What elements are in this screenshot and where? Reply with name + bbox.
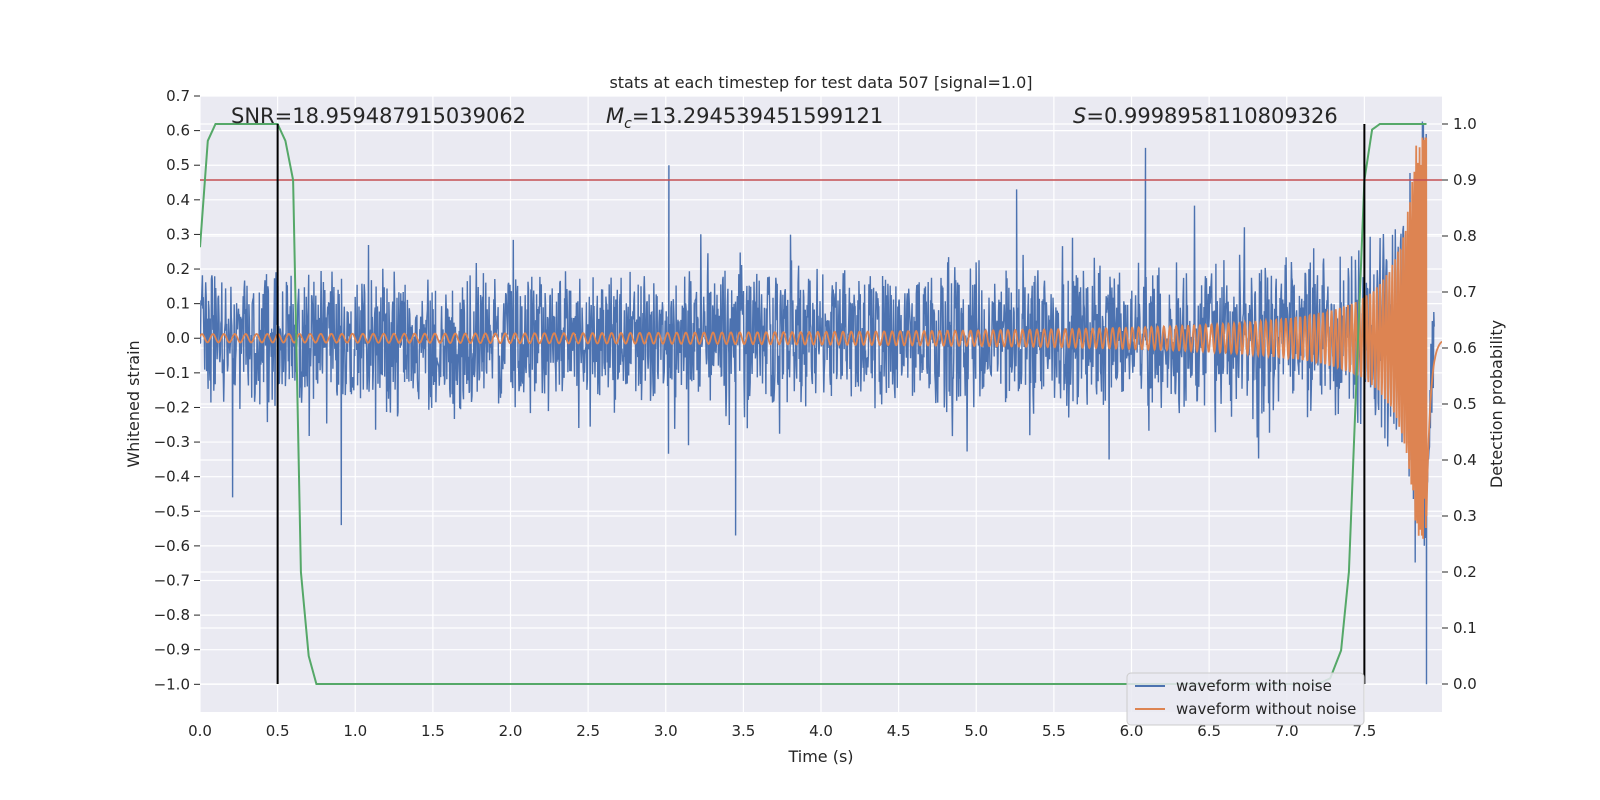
y2-tick-label: 0.7	[1453, 283, 1477, 301]
y2-tick-label: 0.2	[1453, 563, 1477, 581]
y2-tick-label: 0.3	[1453, 507, 1477, 525]
y-tick-label: 0.2	[166, 260, 190, 278]
legend: waveform with noise waveform without noi…	[1126, 672, 1365, 726]
y-tick-label: 0.7	[166, 87, 190, 105]
y2-tick-label: 0.5	[1453, 395, 1477, 413]
y2-tick-label: 0.6	[1453, 339, 1477, 357]
y-axis-label: Whitened strain	[124, 340, 143, 467]
chart-title: stats at each timestep for test data 507…	[609, 73, 1032, 92]
y-tick-label: 0.5	[166, 156, 190, 174]
y-tick-label: −1.0	[154, 675, 190, 693]
y-tick-label: −0.6	[154, 537, 190, 555]
x-tick-label: 3.0	[654, 722, 678, 740]
series-waveform-with-noise	[200, 121, 1435, 685]
y-tick-label: −0.3	[154, 433, 190, 451]
y-tick-label: −0.8	[154, 606, 190, 624]
x-tick-label: 7.5	[1352, 722, 1376, 740]
x-tick-label: 2.5	[576, 722, 600, 740]
annotation-score: S=0.9998958110809326	[1073, 104, 1338, 128]
y-tick-label: 0.3	[166, 225, 190, 243]
x-tick-label: 1.5	[421, 722, 445, 740]
y-tick-label: −0.9	[154, 641, 190, 659]
y-tick-label: 0.4	[166, 191, 190, 209]
x-tick-label: 5.5	[1042, 722, 1066, 740]
x-tick-label: 3.5	[731, 722, 755, 740]
x-tick-label: 7.0	[1275, 722, 1299, 740]
legend-label-clean: waveform without noise	[1176, 700, 1356, 718]
plot-area	[200, 121, 1442, 685]
annotation-chirp-mass: Mc=13.294539451599121	[606, 104, 883, 132]
y2-tick-label: 1.0	[1453, 115, 1477, 133]
x-tick-label: 4.5	[887, 722, 911, 740]
x-tick-label: 2.0	[499, 722, 523, 740]
x-tick-label: 6.0	[1120, 722, 1144, 740]
x-tick-label: 0.5	[266, 722, 290, 740]
series-waveform-without-noise	[200, 137, 1442, 539]
x-axis-label: Time (s)	[787, 747, 853, 766]
x-tick-label: 6.5	[1197, 722, 1221, 740]
y-tick-label: 0.0	[166, 329, 190, 347]
y-tick-label: −0.2	[154, 398, 190, 416]
y-tick-label: −0.1	[154, 364, 190, 382]
y2-axis-label: Detection probability	[1487, 320, 1506, 488]
y2-tick-label: 0.9	[1453, 171, 1477, 189]
legend-label-noise: waveform with noise	[1176, 677, 1332, 695]
y2-tick-label: 0.8	[1453, 227, 1477, 245]
x-tick-label: 4.0	[809, 722, 833, 740]
x-tick-label: 0.0	[188, 722, 212, 740]
legend-box	[1126, 672, 1365, 726]
y-tick-label: 0.1	[166, 295, 190, 313]
x-tick-label: 5.0	[964, 722, 988, 740]
annotation-snr: SNR=18.959487915039062	[231, 104, 526, 128]
y-tick-label: −0.4	[154, 468, 190, 486]
y2-tick-label: 0.1	[1453, 619, 1477, 637]
y-tick-label: −0.7	[154, 571, 190, 589]
ticks: 0.0 0.5 1.0 1.5 2.0 2.5 3.0 3.5 4.0 4.5 5.0 5.5 6.0 6…	[154, 87, 1477, 740]
y2-tick-label: 0.0	[1453, 675, 1477, 693]
y-tick-label: 0.6	[166, 122, 190, 140]
series-detection-probability	[200, 123, 1427, 685]
y-tick-label: −0.5	[154, 502, 190, 520]
y2-tick-label: 0.4	[1453, 451, 1477, 469]
x-tick-label: 1.0	[343, 722, 367, 740]
